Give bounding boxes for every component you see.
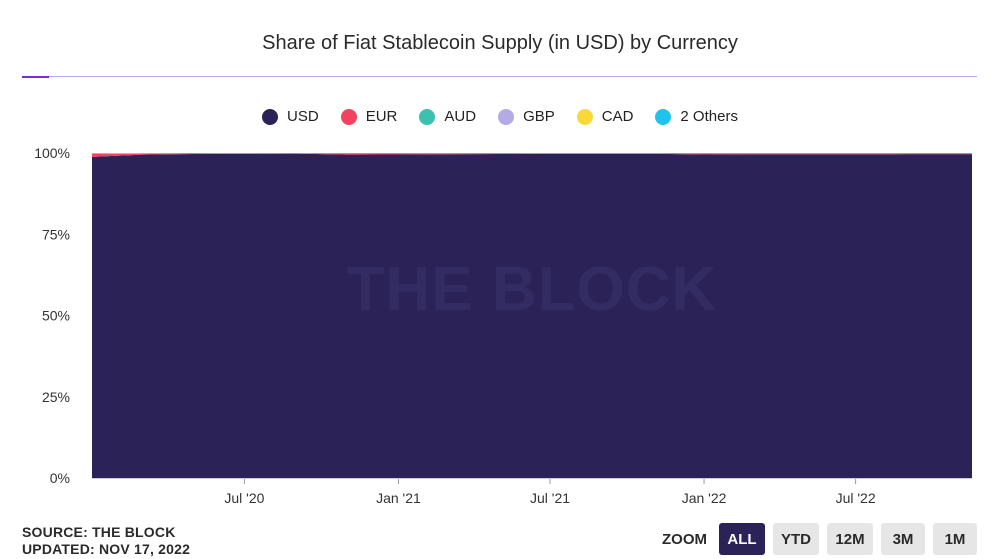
zoom-button-12m[interactable]: 12M: [827, 523, 873, 555]
legend-swatch: [498, 108, 515, 125]
series-area-aud: [92, 153, 972, 154]
source-block: SOURCE: THE BLOCK UPDATED: NOV 17, 2022: [22, 524, 190, 558]
zoom-controls: ZOOM ALL YTD 12M 3M 1M: [662, 523, 977, 555]
x-tick-label: Jul '21: [530, 490, 570, 506]
legend-item-eur[interactable]: EUR: [340, 108, 398, 125]
x-tick-label: Jan '22: [682, 490, 727, 506]
x-tick-label: Jan '21: [376, 490, 421, 506]
series-area-usd: [92, 153, 972, 478]
legend-label: AUD: [444, 108, 477, 125]
y-tick-label: 100%: [34, 145, 70, 161]
x-tick-label: Jul '20: [224, 490, 264, 506]
x-tick-label: Jul '22: [836, 490, 876, 506]
legend-label: CAD: [601, 108, 634, 125]
updated-text: UPDATED: NOV 17, 2022: [22, 541, 191, 557]
legend-item-2-others[interactable]: 2 Others: [655, 108, 738, 125]
y-tick-label: 25%: [42, 389, 70, 405]
legend-label: GBP: [523, 108, 555, 125]
area-chart: THE BLOCK 0% 25% 50% 75% 100% Jul '20 Jan '21 Ju…: [34, 145, 972, 506]
zoom-button-all[interactable]: ALL: [719, 523, 765, 555]
y-tick-label: 75%: [42, 226, 70, 242]
title-divider-accent: [22, 76, 49, 78]
zoom-button-3m[interactable]: 3M: [881, 523, 925, 555]
series-area-eur: [92, 153, 972, 157]
zoom-button-1m[interactable]: 1M: [933, 523, 977, 555]
legend-label: USD: [287, 108, 319, 125]
legend-swatch: [419, 108, 436, 125]
legend-swatch: [340, 108, 357, 125]
title-divider: [22, 76, 977, 78]
chart-legend: USD EUR AUD GBP CAD 2 Others: [0, 108, 1000, 125]
y-tick-label: 0%: [50, 470, 70, 486]
legend-item-aud[interactable]: AUD: [419, 108, 476, 125]
legend-label: 2 Others: [680, 108, 738, 125]
legend-item-usd[interactable]: USD: [262, 108, 319, 125]
zoom-label: ZOOM: [662, 530, 707, 548]
legend-swatch: [655, 108, 672, 125]
legend-label: EUR: [365, 108, 398, 125]
y-tick-label: 50%: [42, 308, 70, 324]
source-text: SOURCE: THE BLOCK: [22, 524, 176, 540]
watermark: THE BLOCK: [347, 255, 718, 324]
legend-swatch: [262, 108, 279, 125]
zoom-button-ytd[interactable]: YTD: [773, 523, 819, 555]
chart-title: Share of Fiat Stablecoin Supply (in USD)…: [262, 32, 738, 54]
legend-swatch: [576, 108, 593, 125]
legend-item-gbp[interactable]: GBP: [498, 108, 555, 125]
legend-item-cad[interactable]: CAD: [576, 108, 634, 125]
